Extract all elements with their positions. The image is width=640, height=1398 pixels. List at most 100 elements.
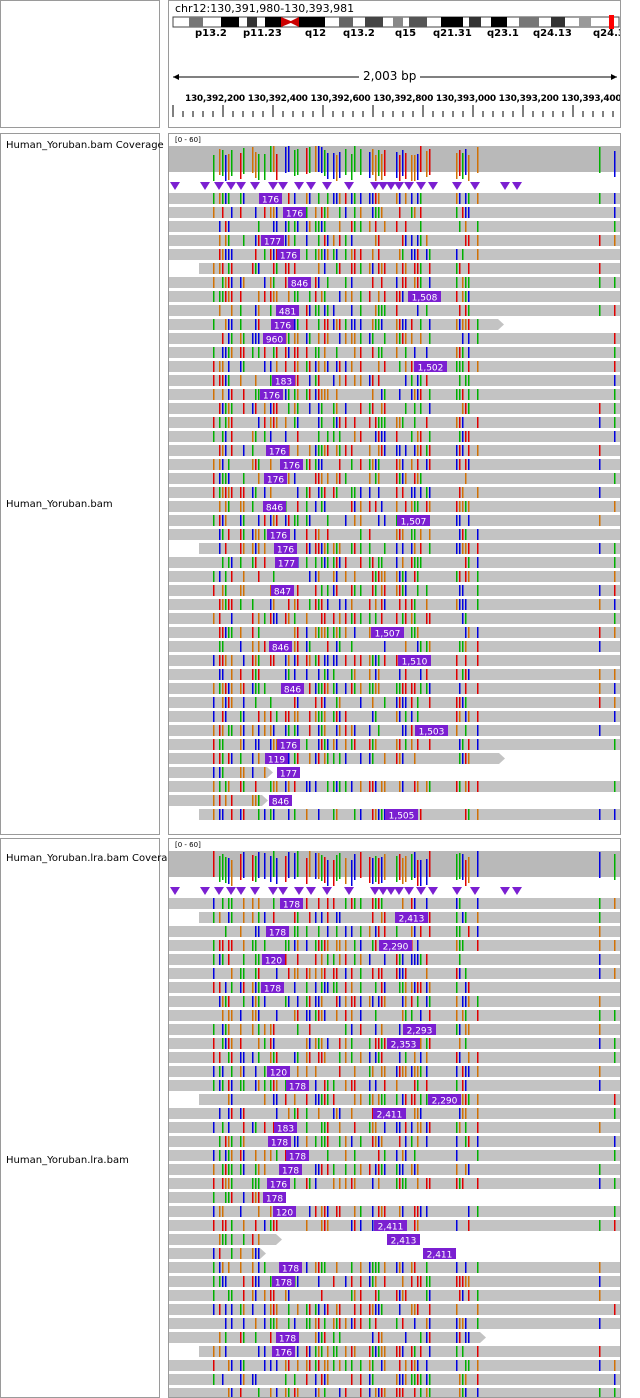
insertion-box[interactable] bbox=[271, 585, 294, 596]
insertion-marker[interactable] bbox=[214, 887, 224, 895]
read[interactable] bbox=[169, 1318, 621, 1329]
insertion-box[interactable] bbox=[273, 1206, 296, 1217]
read[interactable] bbox=[169, 1360, 621, 1371]
insertion-box[interactable] bbox=[276, 305, 299, 316]
read[interactable] bbox=[169, 557, 621, 568]
read[interactable] bbox=[169, 515, 621, 526]
read[interactable] bbox=[169, 1122, 621, 1133]
read[interactable] bbox=[199, 543, 621, 554]
read[interactable] bbox=[169, 375, 621, 386]
read[interactable] bbox=[169, 898, 621, 909]
insertion-box[interactable] bbox=[261, 235, 284, 246]
read[interactable] bbox=[169, 599, 621, 610]
insertion-box[interactable] bbox=[260, 389, 283, 400]
read[interactable] bbox=[169, 1066, 621, 1077]
lra-data-panel[interactable]: [0 - 60] 178 2,413 178 2,290 120 178 2,293 2,35… bbox=[168, 838, 621, 1398]
read[interactable] bbox=[169, 1164, 621, 1175]
insertion-marker[interactable] bbox=[386, 182, 396, 190]
read[interactable] bbox=[169, 347, 621, 358]
read[interactable] bbox=[169, 221, 621, 232]
insertion-marker[interactable] bbox=[306, 887, 316, 895]
insertion-box[interactable] bbox=[274, 1122, 297, 1133]
read[interactable] bbox=[169, 277, 621, 288]
insertion-box[interactable] bbox=[280, 459, 303, 470]
insertion-box[interactable] bbox=[374, 1220, 407, 1231]
insertion-marker[interactable] bbox=[470, 182, 480, 190]
insertion-box[interactable] bbox=[283, 207, 306, 218]
read[interactable] bbox=[169, 235, 621, 246]
insertion-marker[interactable] bbox=[370, 887, 380, 895]
insertion-marker[interactable] bbox=[500, 887, 510, 895]
read[interactable] bbox=[169, 445, 621, 456]
track-name-lra-coverage[interactable]: Human_Yoruban.lra.bam Coverage bbox=[6, 853, 180, 864]
insertion-box[interactable] bbox=[267, 1066, 290, 1077]
read[interactable] bbox=[169, 585, 621, 596]
insertion-box[interactable] bbox=[403, 1024, 436, 1035]
read[interactable] bbox=[169, 1080, 621, 1091]
read[interactable] bbox=[169, 669, 621, 680]
insertion-box[interactable] bbox=[428, 1094, 461, 1105]
read[interactable] bbox=[169, 1010, 621, 1021]
insertion-box[interactable] bbox=[262, 954, 285, 965]
insertion-marker[interactable] bbox=[370, 182, 380, 190]
insertion-marker[interactable] bbox=[278, 887, 288, 895]
read[interactable] bbox=[169, 739, 621, 750]
coverage-track-lra[interactable] bbox=[169, 847, 621, 887]
insertion-marker[interactable] bbox=[306, 182, 316, 190]
read[interactable] bbox=[169, 417, 621, 428]
insertion-marker[interactable] bbox=[268, 887, 278, 895]
insertion-marker[interactable] bbox=[322, 887, 332, 895]
read[interactable] bbox=[169, 1052, 621, 1063]
insertion-marker[interactable] bbox=[250, 887, 260, 895]
read[interactable] bbox=[169, 968, 621, 979]
track-name-bam[interactable]: Human_Yoruban.bam bbox=[6, 499, 113, 510]
insertion-marker[interactable] bbox=[278, 182, 288, 190]
insertion-box[interactable] bbox=[259, 193, 282, 204]
insertion-box[interactable] bbox=[263, 501, 286, 512]
read[interactable] bbox=[169, 954, 621, 965]
track-name-lra[interactable]: Human_Yoruban.lra.bam bbox=[6, 1155, 129, 1166]
read[interactable] bbox=[199, 1346, 621, 1357]
insertion-box[interactable] bbox=[268, 1136, 291, 1147]
insertion-markers-bam[interactable] bbox=[169, 180, 621, 192]
read[interactable] bbox=[169, 291, 621, 302]
insertion-box[interactable] bbox=[280, 898, 303, 909]
read[interactable] bbox=[169, 725, 621, 736]
insertion-box[interactable] bbox=[408, 291, 441, 302]
insertion-marker[interactable] bbox=[512, 887, 522, 895]
read[interactable] bbox=[169, 982, 621, 993]
insertion-marker[interactable] bbox=[394, 182, 404, 190]
read[interactable] bbox=[169, 361, 621, 372]
insertion-box[interactable] bbox=[261, 982, 284, 993]
insertion-box[interactable] bbox=[379, 940, 412, 951]
read[interactable] bbox=[169, 193, 621, 204]
read[interactable] bbox=[169, 473, 621, 484]
insertion-marker[interactable] bbox=[394, 887, 404, 895]
read[interactable] bbox=[199, 1094, 621, 1105]
insertion-marker[interactable] bbox=[226, 887, 236, 895]
read[interactable] bbox=[169, 711, 621, 722]
read[interactable] bbox=[169, 613, 621, 624]
read[interactable] bbox=[169, 501, 621, 512]
insertion-marker[interactable] bbox=[416, 182, 426, 190]
insertion-markers-lra[interactable] bbox=[169, 885, 621, 897]
insertion-marker[interactable] bbox=[344, 887, 354, 895]
insertion-box[interactable] bbox=[395, 912, 428, 923]
read[interactable] bbox=[169, 305, 621, 316]
read[interactable] bbox=[169, 207, 621, 218]
insertion-box[interactable] bbox=[281, 683, 304, 694]
insertion-marker[interactable] bbox=[452, 182, 462, 190]
read[interactable] bbox=[169, 389, 621, 400]
read[interactable] bbox=[169, 1374, 621, 1385]
track-name-bam-coverage[interactable]: Human_Yoruban.bam Coverage bbox=[6, 140, 164, 151]
read[interactable] bbox=[169, 529, 621, 540]
insertion-box[interactable] bbox=[279, 1164, 302, 1175]
insertion-box[interactable] bbox=[271, 319, 294, 330]
insertion-box[interactable] bbox=[267, 529, 290, 540]
insertion-marker[interactable] bbox=[428, 182, 438, 190]
read[interactable] bbox=[169, 1304, 621, 1315]
insertion-marker[interactable] bbox=[428, 887, 438, 895]
insertion-box[interactable] bbox=[387, 1234, 420, 1245]
insertion-box[interactable] bbox=[266, 445, 289, 456]
insertion-marker[interactable] bbox=[170, 182, 180, 190]
